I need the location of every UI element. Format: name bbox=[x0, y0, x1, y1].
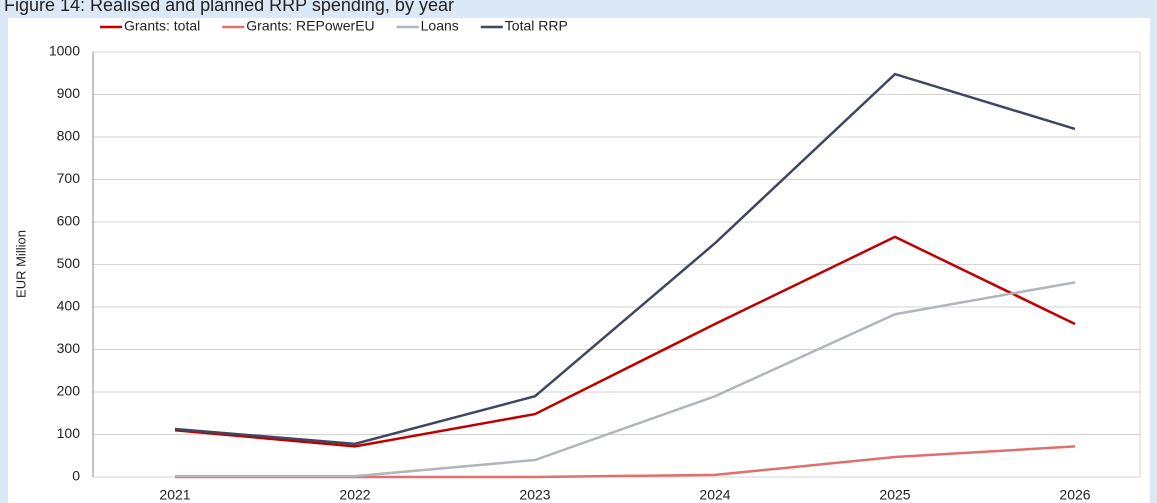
x-tick-label: 2026 bbox=[1059, 487, 1090, 503]
y-axis-label: EUR Million bbox=[13, 230, 28, 298]
y-tick-label: 600 bbox=[57, 213, 81, 229]
legend-label: Grants: REPowerEU bbox=[246, 18, 374, 34]
y-tick-label: 400 bbox=[57, 298, 81, 314]
x-tick-label: 2024 bbox=[699, 487, 730, 503]
y-tick-label: 200 bbox=[57, 383, 81, 399]
chart-title: Figure 14: Realised and planned RRP spen… bbox=[4, 0, 454, 15]
legend-label: Loans bbox=[421, 18, 459, 34]
series-line bbox=[174, 72, 1076, 446]
x-tick-label: 2023 bbox=[519, 487, 550, 503]
series-line bbox=[174, 235, 1076, 448]
y-tick-label: 1000 bbox=[49, 43, 80, 59]
y-tick-label: 500 bbox=[57, 255, 81, 271]
legend-label: Total RRP bbox=[505, 18, 568, 34]
y-tick-label: 100 bbox=[57, 425, 81, 441]
x-tick-label: 2021 bbox=[159, 487, 190, 503]
legend-label: Grants: total bbox=[124, 18, 200, 34]
series-line bbox=[175, 281, 1076, 478]
y-tick-label: 800 bbox=[57, 128, 81, 144]
chart-panel bbox=[8, 18, 1150, 503]
y-tick-label: 0 bbox=[72, 468, 80, 484]
x-tick-label: 2025 bbox=[879, 487, 910, 503]
y-tick-label: 700 bbox=[57, 170, 81, 186]
x-tick-label: 2022 bbox=[339, 487, 370, 503]
y-tick-label: 300 bbox=[57, 340, 81, 356]
y-tick-label: 900 bbox=[57, 85, 81, 101]
